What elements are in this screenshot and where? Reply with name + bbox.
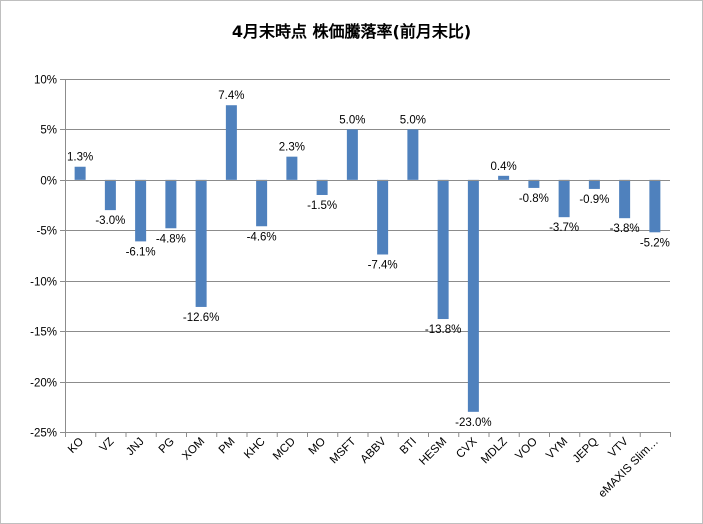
x-tick-label: JEPQ	[571, 436, 601, 466]
y-tick-label: -25%	[30, 428, 57, 440]
x-tick-label: VOO	[513, 436, 540, 463]
bar-hesm	[437, 179, 449, 320]
y-tick-label: -20%	[30, 378, 57, 390]
x-tick-label: HESM	[417, 436, 449, 468]
x-tick-label: KO	[66, 436, 86, 456]
x-tick-label: JNJ	[124, 436, 146, 458]
bar-abbv	[377, 179, 389, 255]
bar-khc	[256, 179, 268, 227]
bar-xom	[195, 179, 207, 307]
bar-pm	[225, 105, 237, 180]
data-label: 5.0%	[339, 114, 365, 126]
bar-cvx	[467, 179, 479, 412]
y-tick-label: 10%	[34, 75, 57, 87]
data-labels: 1.3% -3.0% -6.1%-4.8% -12.6% 7.4% -4.6% 2.3% -1…	[67, 90, 670, 429]
x-tick-label: MCD	[271, 436, 298, 463]
data-label: 5.0%	[400, 114, 426, 126]
x-tick-label: MO	[307, 436, 329, 458]
data-label: -7.4%	[368, 259, 398, 271]
y-tick-label: -10%	[30, 277, 57, 289]
bar-jnj	[135, 179, 147, 242]
y-tick-label: 0%	[40, 176, 57, 188]
data-label: -13.8%	[425, 324, 461, 336]
data-label: -0.9%	[579, 194, 609, 206]
data-label: 0.4%	[491, 161, 517, 173]
bar-emaxis-slim-	[649, 179, 661, 233]
bar-jepq	[588, 179, 600, 189]
x-tick-label: CVX	[454, 435, 479, 460]
data-label: -12.6%	[183, 312, 219, 324]
bar-msft	[346, 129, 358, 180]
y-tick-label: 5%	[40, 125, 57, 137]
bar-ko	[74, 166, 86, 180]
data-label: -23.0%	[455, 417, 491, 429]
y-axis-tick-labels: 10% 5% 0% -5% -10% -15% -20% -25%	[30, 75, 57, 440]
bar-mdlz	[498, 175, 510, 180]
data-label: 2.3%	[279, 142, 305, 154]
bar-pg	[165, 179, 177, 229]
data-label: -3.0%	[95, 215, 125, 227]
x-tick-label: KHC	[242, 436, 268, 462]
y-tick-label: -15%	[30, 327, 57, 339]
bar-voo	[528, 179, 540, 188]
data-label: -3.8%	[610, 223, 640, 235]
axes	[65, 79, 670, 433]
x-tick-label: VTV	[606, 435, 631, 460]
x-tick-label: BTI	[398, 436, 419, 457]
data-label: -1.5%	[307, 200, 337, 212]
chart-title: 4月末時点 株価騰落率(前月末比)	[231, 22, 472, 41]
bar-vtv	[619, 179, 631, 219]
bar-mcd	[286, 156, 298, 180]
bar-bti	[407, 129, 419, 180]
data-label: -4.8%	[156, 233, 186, 245]
x-tick-label: ABBV	[359, 435, 389, 465]
data-label: -6.1%	[126, 246, 156, 258]
y-tick-label: -5%	[37, 226, 57, 238]
x-tick-label: PG	[157, 436, 177, 456]
bar-vz	[104, 179, 116, 211]
x-tick-label: VYM	[544, 436, 570, 462]
x-tick-label: XOM	[180, 436, 207, 463]
data-label: 1.3%	[67, 152, 93, 164]
bar-vym	[558, 179, 570, 218]
x-tick-label: VZ	[98, 436, 117, 455]
data-label: -3.7%	[549, 222, 579, 234]
data-label: -4.6%	[247, 231, 277, 243]
x-tick-label: PM	[217, 436, 238, 457]
data-label: 7.4%	[218, 90, 244, 102]
data-label: -5.2%	[640, 237, 670, 249]
gridlines	[60, 79, 670, 433]
data-label: -0.8%	[519, 193, 549, 205]
bar-mo	[316, 179, 328, 195]
x-tick-label: MSFT	[328, 436, 359, 467]
x-tick-label: MDLZ	[479, 436, 510, 467]
bars	[74, 105, 661, 412]
